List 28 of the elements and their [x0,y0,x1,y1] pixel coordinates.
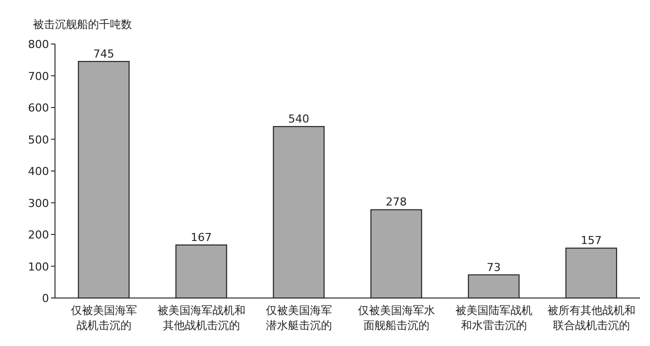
data-label: 278 [386,196,407,209]
x-tick-label: 被美国海军战机和其他战机击沉的 [156,303,246,333]
data-label: 167 [190,230,212,244]
x-tick-label: 仅被美国海军水面舰船击沉的 [357,303,436,333]
y-tick-label: 700 [28,70,49,83]
y-tick-label: 100 [28,260,49,274]
data-label: 157 [580,234,602,248]
y-tick-label: 300 [28,196,49,210]
bar [175,244,228,298]
data-label: 540 [288,112,310,126]
x-tick-label: 被美国陆军战机和水雷击沉的 [454,303,533,333]
bar [468,274,520,298]
x-tick-label: 被所有其他战机和联合战机击沉的 [546,303,636,333]
data-label: 745 [93,47,114,60]
y-tick-label: 200 [28,228,49,242]
y-tick-label: 0 [42,292,49,305]
bar [78,60,130,298]
bar [370,209,422,298]
x-tick-label: 仅被美国海军潜水艇击沉的 [265,303,332,333]
x-tick-label: 仅被美国海军战机击沉的 [70,303,138,333]
bar [272,126,325,298]
y-tick-label: 500 [28,133,49,146]
data-label: 73 [486,260,501,274]
y-axis-title: 被击沉舰船的千吨数 [33,18,132,31]
y-tick-label: 800 [28,38,49,51]
y-tick-label: 600 [28,102,49,114]
y-tick-label: 400 [28,165,49,178]
bar [565,248,618,298]
